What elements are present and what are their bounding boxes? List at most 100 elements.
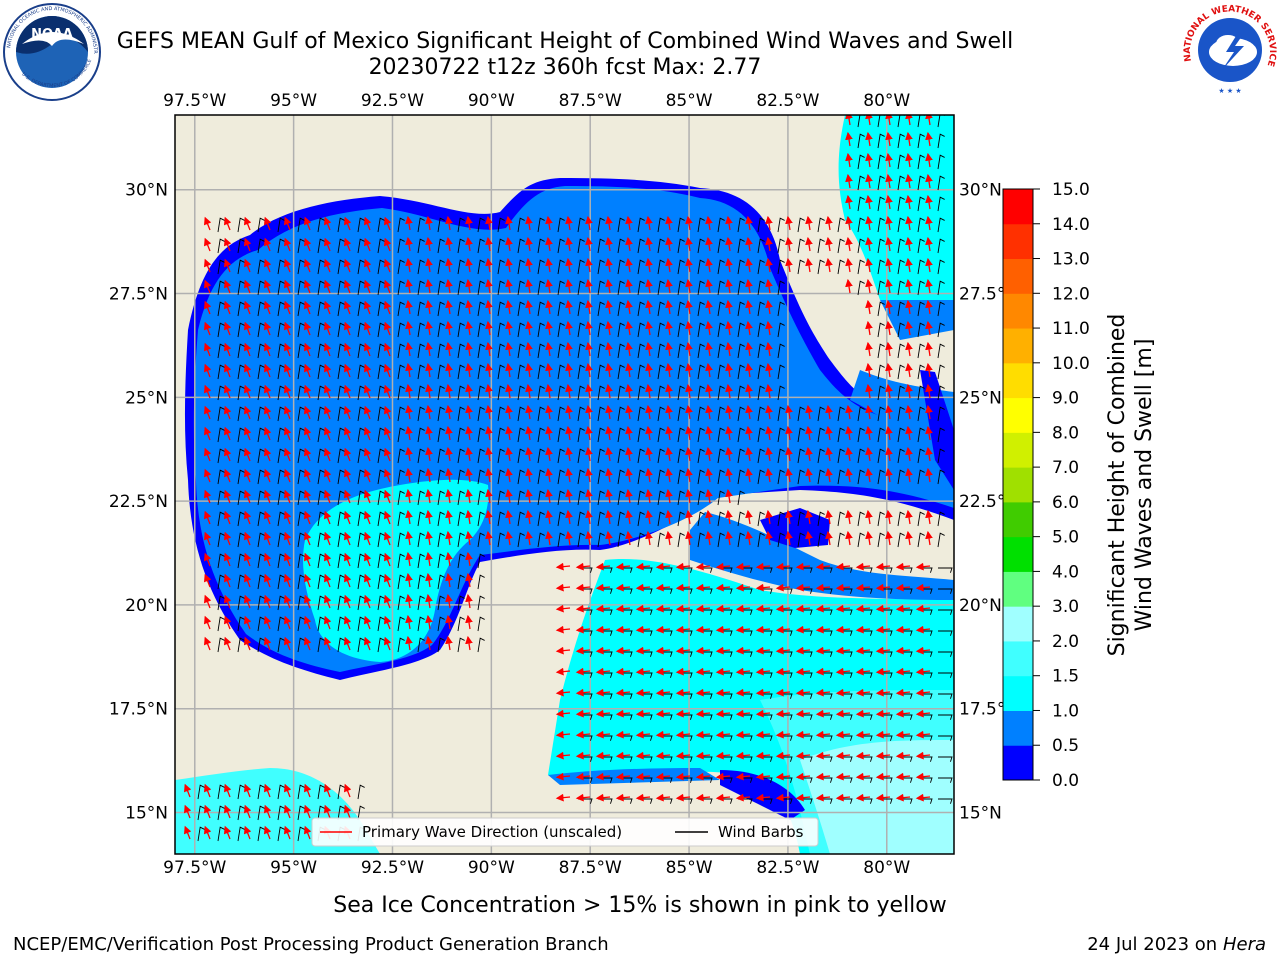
wind-barb [497, 427, 505, 443]
wave-direction-arrow [645, 467, 653, 483]
colorbar-tick-label: 7.0 [1052, 458, 1079, 478]
wave-direction-arrow [405, 551, 413, 567]
wave-direction-arrow [845, 152, 853, 168]
wave-direction-arrow [625, 362, 633, 378]
wave-direction-arrow [545, 425, 553, 441]
wind-barb [837, 217, 845, 233]
wave-direction-arrow [655, 562, 671, 571]
wave-direction-arrow [223, 342, 232, 357]
wave-direction-arrow [203, 573, 212, 588]
wave-direction-arrow [605, 530, 613, 546]
wave-direction-arrow [925, 131, 933, 147]
wave-direction-arrow [845, 257, 853, 273]
wave-direction-arrow [383, 489, 392, 504]
wind-barb [917, 115, 925, 128]
wave-direction-arrow [363, 300, 372, 315]
wind-barb [257, 280, 265, 296]
wave-direction-arrow [745, 299, 753, 315]
wind-barb [657, 322, 665, 338]
wind-barb [937, 406, 945, 422]
wind-barb [857, 532, 865, 548]
wave-direction-arrow [745, 446, 753, 462]
wind-barb [237, 238, 245, 254]
lon-label: 82.5°W [756, 91, 819, 111]
wave-direction-arrow [263, 468, 272, 483]
wave-direction-arrow [405, 446, 413, 462]
lat-label: 15°N [125, 803, 168, 823]
wind-barb [397, 553, 405, 569]
wave-direction-arrow [545, 383, 553, 399]
wind-barb [537, 364, 545, 380]
wind-barb [557, 343, 565, 359]
wave-direction-arrow [745, 509, 753, 525]
wave-direction-arrow [505, 530, 513, 546]
wind-barb [817, 217, 825, 233]
wave-direction-arrow [445, 425, 453, 441]
wind-barb [377, 364, 385, 380]
wind-barb [797, 469, 805, 485]
wind-barb [297, 469, 305, 485]
wave-direction-arrow [755, 604, 771, 613]
wave-direction-arrow [425, 362, 433, 378]
wind-barb [297, 238, 305, 254]
wind-barb [777, 385, 785, 401]
wind-barb [377, 595, 385, 611]
wind-barb [517, 511, 525, 527]
wind-barb [597, 469, 605, 485]
wave-direction-arrow [825, 215, 833, 231]
wind-barb [757, 532, 765, 548]
wave-direction-arrow [303, 489, 312, 504]
wind-barb [937, 259, 945, 275]
wave-direction-arrow [485, 425, 493, 441]
wind-barb [277, 553, 285, 569]
colorbar-label-line2: Wind Waves and Swell [m] [1132, 339, 1157, 632]
lon-label: 87.5°W [559, 91, 622, 111]
wind-barb [417, 238, 425, 254]
wave-direction-arrow [625, 236, 633, 252]
wave-direction-arrow [625, 278, 633, 294]
wind-barb [437, 301, 445, 317]
wind-barb [277, 238, 285, 254]
wind-barb [517, 343, 525, 359]
wind-barb [297, 385, 305, 401]
wind-barb [817, 238, 825, 254]
wind-barb [717, 322, 725, 338]
wind-barb [337, 637, 345, 653]
wave-direction-arrow [525, 215, 533, 231]
wave-direction-arrow [585, 236, 593, 252]
wind-barb [757, 259, 765, 275]
wind-barb [657, 301, 665, 317]
wave-direction-arrow [785, 215, 793, 231]
wave-direction-arrow [243, 594, 252, 609]
wave-direction-arrow [555, 625, 571, 634]
wind-barb [477, 427, 485, 443]
wave-direction-arrow [815, 625, 831, 634]
wave-direction-arrow [425, 341, 433, 357]
wave-direction-arrow [665, 341, 673, 357]
wave-direction-arrow [865, 257, 873, 273]
wind-barb [397, 322, 405, 338]
wave-direction-arrow [725, 446, 733, 462]
wave-direction-arrow [405, 299, 413, 315]
wind-barb [577, 364, 585, 380]
wind-barb [837, 511, 845, 527]
wave-direction-arrow [425, 236, 433, 252]
wave-direction-arrow [405, 593, 413, 609]
wave-direction-arrow [203, 384, 212, 399]
wind-barb [857, 427, 865, 443]
wave-direction-arrow [243, 552, 252, 567]
wave-direction-arrow [885, 320, 893, 336]
wave-direction-arrow [705, 341, 713, 357]
wind-barb [517, 364, 525, 380]
wave-direction-arrow [425, 635, 433, 651]
wave-direction-arrow [383, 237, 392, 252]
wave-direction-arrow [303, 468, 312, 483]
wave-direction-arrow [565, 446, 573, 462]
wind-barb [297, 490, 305, 506]
wind-barb [477, 259, 485, 275]
wave-direction-arrow [665, 467, 673, 483]
wind-barb [597, 448, 605, 464]
wind-barb [377, 301, 385, 317]
wave-direction-arrow [525, 446, 533, 462]
wind-barb [737, 259, 745, 275]
